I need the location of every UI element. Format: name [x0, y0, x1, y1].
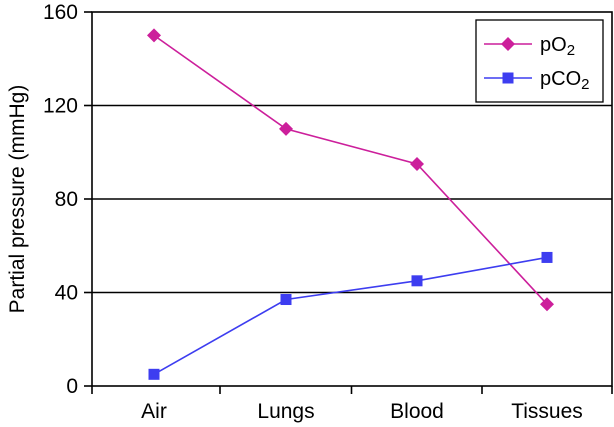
data-point	[410, 156, 424, 171]
y-tick-label: 0	[66, 375, 78, 398]
legend-marker	[501, 37, 515, 51]
gridlines	[92, 104, 612, 294]
series-pCO2	[148, 251, 553, 380]
legend-label: pO2	[540, 34, 575, 59]
x-tick-label: Air	[141, 400, 167, 423]
legend-item: pO2	[484, 34, 575, 59]
data-point	[147, 28, 161, 43]
legend-label: pCO2	[540, 68, 589, 93]
legend-item: pCO2	[484, 68, 589, 93]
data-point	[148, 368, 160, 380]
series-layer	[147, 28, 554, 380]
y-axis: 0 40 80 120 160	[43, 1, 92, 398]
x-tick-label: Tissues	[511, 400, 583, 423]
y-axis-label: Partial pressure (mmHg)	[6, 85, 29, 314]
y-tick-label: 120	[43, 95, 78, 118]
legend-box	[475, 19, 604, 103]
data-point	[540, 297, 554, 312]
x-tick-label: Blood	[390, 400, 444, 423]
y-tick-label: 40	[55, 282, 78, 305]
series-line	[153, 256, 548, 376]
x-tick-label: Lungs	[257, 400, 314, 423]
data-point	[279, 121, 293, 136]
x-axis: Air Lungs Blood Tissues	[91, 386, 613, 423]
series-line	[153, 34, 548, 305]
legend-marker	[502, 72, 514, 84]
y-tick-label: 80	[55, 188, 78, 211]
y-tick-label: 160	[43, 1, 78, 24]
data-point	[541, 251, 553, 263]
series-pO2	[147, 28, 554, 312]
data-point	[280, 294, 292, 306]
legend: pO2 pCO2	[475, 19, 604, 103]
data-point	[411, 275, 423, 287]
